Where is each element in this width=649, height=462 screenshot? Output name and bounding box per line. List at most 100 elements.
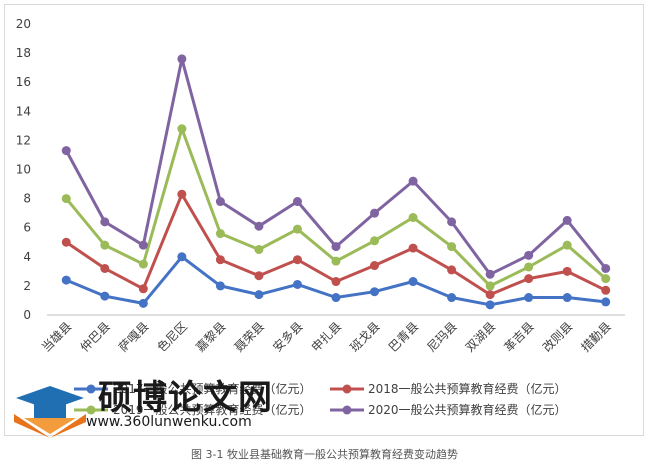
data-point — [601, 263, 611, 273]
data-point — [100, 263, 110, 273]
x-tick-label: 聂荣县 — [232, 319, 267, 354]
data-point — [138, 298, 148, 308]
x-tick-label: 革吉县 — [501, 319, 536, 354]
series-0 — [61, 252, 611, 310]
legend-label-2018: 2018一般公共预算教育经费（亿元） — [368, 381, 567, 396]
data-point — [370, 236, 380, 246]
legend-label-2019: 2019一般公共预算教育经费（亿元） — [113, 402, 312, 417]
legend-marker-2019 — [86, 405, 96, 415]
y-tick-label: 2 — [23, 279, 31, 293]
series-1 — [61, 189, 611, 300]
data-point — [138, 240, 148, 250]
legend: 2017一般公共预算教育经费（亿元） 2018一般公共预算教育经费（亿元） 20… — [74, 381, 567, 417]
data-point — [447, 293, 457, 303]
x-tick-label: 仲巴县 — [78, 319, 113, 354]
figure-caption: 图 3-1 牧业县基础教育一般公共预算教育经费变动趋势 — [191, 448, 458, 461]
data-point — [562, 266, 572, 276]
data-point — [485, 269, 495, 279]
data-point — [177, 189, 187, 199]
data-point — [408, 243, 418, 253]
data-point — [562, 215, 572, 225]
data-point — [61, 146, 71, 156]
legend-marker-2018 — [342, 384, 352, 394]
watermark: 硕博论文网 www.360lunwenku.com — [10, 362, 272, 438]
data-point — [524, 250, 534, 260]
series-layer — [61, 54, 611, 310]
x-tick-label: 嘉黎县 — [193, 319, 228, 354]
data-point — [100, 217, 110, 227]
data-point — [215, 197, 225, 207]
data-point — [408, 277, 418, 287]
x-tick-label: 措勤县 — [578, 319, 613, 354]
x-tick-label: 当雄县 — [38, 319, 74, 355]
data-point — [370, 287, 380, 297]
data-point — [254, 245, 264, 255]
legend-label-2017: 2017一般公共预算教育经费（亿元） — [113, 381, 312, 396]
data-point — [485, 300, 495, 310]
chart-frame — [4, 4, 644, 436]
y-tick-label: 4 — [23, 250, 31, 264]
data-point — [562, 240, 572, 250]
x-tick-label: 巴青县 — [386, 319, 421, 354]
data-point — [292, 255, 302, 265]
data-point — [254, 221, 264, 231]
data-point — [485, 281, 495, 291]
legend-marker-2017 — [86, 384, 96, 394]
y-tick-label: 20 — [16, 17, 31, 31]
data-point — [61, 237, 71, 247]
data-point — [61, 275, 71, 285]
data-point — [485, 290, 495, 300]
y-tick-label: 10 — [16, 163, 31, 177]
data-point — [331, 277, 341, 287]
data-point — [408, 176, 418, 186]
x-tick-label: 改则县 — [540, 319, 575, 354]
data-point — [100, 240, 110, 250]
data-point — [177, 54, 187, 64]
data-point — [408, 213, 418, 223]
x-tick-label: 色尼区 — [155, 319, 190, 354]
data-point — [601, 274, 611, 284]
graduation-cap-logo-icon — [14, 386, 86, 438]
data-point — [331, 256, 341, 266]
data-point — [292, 197, 302, 207]
data-point — [331, 293, 341, 303]
legend-label-2020: 2020一般公共预算教育经费（亿元） — [368, 402, 567, 417]
y-tick-label: 8 — [23, 192, 31, 206]
data-point — [447, 217, 457, 227]
y-tick-label: 12 — [16, 133, 31, 147]
data-point — [601, 297, 611, 307]
data-point — [524, 293, 534, 303]
x-tick-label: 萨嘎县 — [116, 319, 151, 354]
data-point — [447, 265, 457, 275]
data-point — [524, 274, 534, 284]
data-point — [215, 255, 225, 265]
x-tick-label: 申扎县 — [309, 319, 344, 354]
data-point — [138, 284, 148, 294]
data-point — [370, 208, 380, 218]
x-tick-label: 尼玛县 — [424, 319, 459, 354]
data-point — [177, 252, 187, 262]
series-2 — [61, 124, 611, 291]
data-point — [215, 229, 225, 239]
data-point — [524, 262, 534, 272]
y-tick-label: 16 — [16, 75, 31, 89]
data-point — [61, 194, 71, 204]
data-point — [100, 291, 110, 301]
data-point — [331, 242, 341, 252]
x-tick-label: 双湖县 — [462, 319, 498, 355]
x-axis: 当雄县 仲巴县 萨嘎县 色尼区 嘉黎县 聂荣县 安多县 申扎县 班戈县 巴青县 尼玛县 双湖县 革吉县改… — [38, 319, 614, 355]
series-3 — [61, 54, 611, 279]
y-axis: 0 2 4 6 8 10 12 14 16 18 20 — [16, 17, 31, 322]
x-tick-label: 安多县 — [270, 319, 306, 355]
y-tick-label: 0 — [23, 308, 31, 322]
data-point — [254, 271, 264, 281]
y-tick-label: 14 — [16, 104, 31, 118]
series-line — [64, 57, 607, 276]
data-point — [138, 259, 148, 269]
y-tick-label: 6 — [23, 221, 31, 235]
watermark-title: 硕博论文网 — [98, 378, 273, 418]
x-tick-label: 班戈县 — [347, 319, 382, 354]
data-point — [601, 285, 611, 295]
y-tick-label: 18 — [16, 46, 31, 60]
